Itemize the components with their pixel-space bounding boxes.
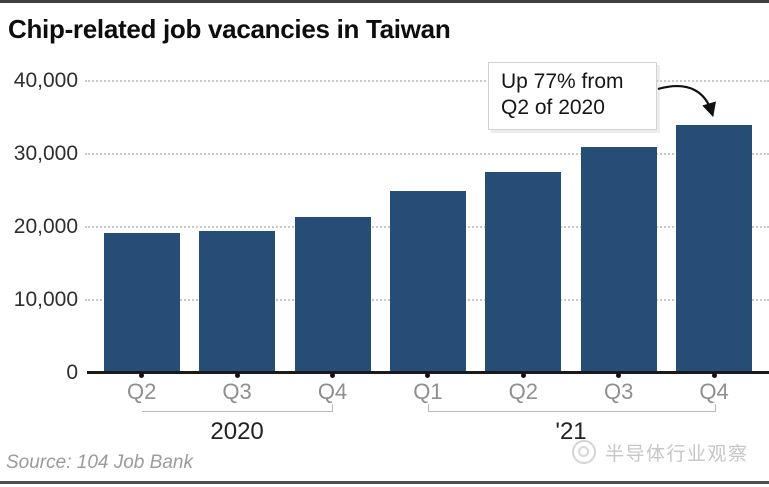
x-axis-line xyxy=(87,371,769,374)
bar-1-Q3 xyxy=(199,230,276,373)
y-tick-label-40000: 40,000 xyxy=(13,69,78,92)
x-tick-label-2: Q4 xyxy=(317,379,348,404)
x-tick-dot-0 xyxy=(139,373,145,378)
x-tick-label-3: Q1 xyxy=(413,379,443,404)
x-tick-label-6: Q4 xyxy=(699,379,729,404)
bar-0-Q2 xyxy=(103,232,180,373)
x-tick-dot-2 xyxy=(330,373,335,378)
y-tick-label-30000: 30,000 xyxy=(13,142,78,165)
chart-title: Chip-related job vacancies in Taiwan xyxy=(8,14,451,44)
y-tick-label-0: 0 xyxy=(66,361,78,384)
gridline-40000 xyxy=(85,80,769,82)
top-border-rule xyxy=(0,0,769,3)
gridline-30000 xyxy=(85,153,769,155)
bar-5-Q3 xyxy=(580,146,657,373)
watermark-logo-icon xyxy=(572,440,596,464)
bar-6-Q4 xyxy=(676,124,753,373)
bracket-2020 xyxy=(141,404,334,412)
x-tick-label-0: Q2 xyxy=(127,379,157,404)
bracket-21 xyxy=(427,404,717,412)
annotation-line-2: Q2 of 2020 xyxy=(501,96,605,119)
x-tick-label-4: Q2 xyxy=(508,379,538,404)
annotation-callout: Up 77% from Q2 of 2020 xyxy=(488,62,657,130)
annotation-line-1: Up 77% from xyxy=(501,70,624,93)
watermark: 半导体行业观察 xyxy=(572,438,749,466)
x-tick-label-5: Q3 xyxy=(604,379,634,404)
bottom-border-rule xyxy=(0,481,769,484)
x-tick-dot-1 xyxy=(234,373,240,378)
source-note: Source: 104 Job Bank xyxy=(6,452,193,473)
y-tick-label-20000: 20,000 xyxy=(13,215,78,238)
x-tick-dot-4 xyxy=(520,373,526,378)
x-tick-dot-6 xyxy=(711,373,717,378)
bar-4-Q2 xyxy=(485,172,562,373)
bar-2-Q4 xyxy=(294,216,371,373)
x-tick-dot-3 xyxy=(425,373,431,378)
year-label-2020: 2020 xyxy=(210,418,264,445)
bar-3-Q1 xyxy=(389,190,466,373)
watermark-text: 半导体行业观察 xyxy=(605,443,749,465)
x-tick-label-1: Q3 xyxy=(222,379,252,404)
y-tick-label-10000: 10,000 xyxy=(13,288,78,311)
x-tick-dot-5 xyxy=(616,373,622,378)
